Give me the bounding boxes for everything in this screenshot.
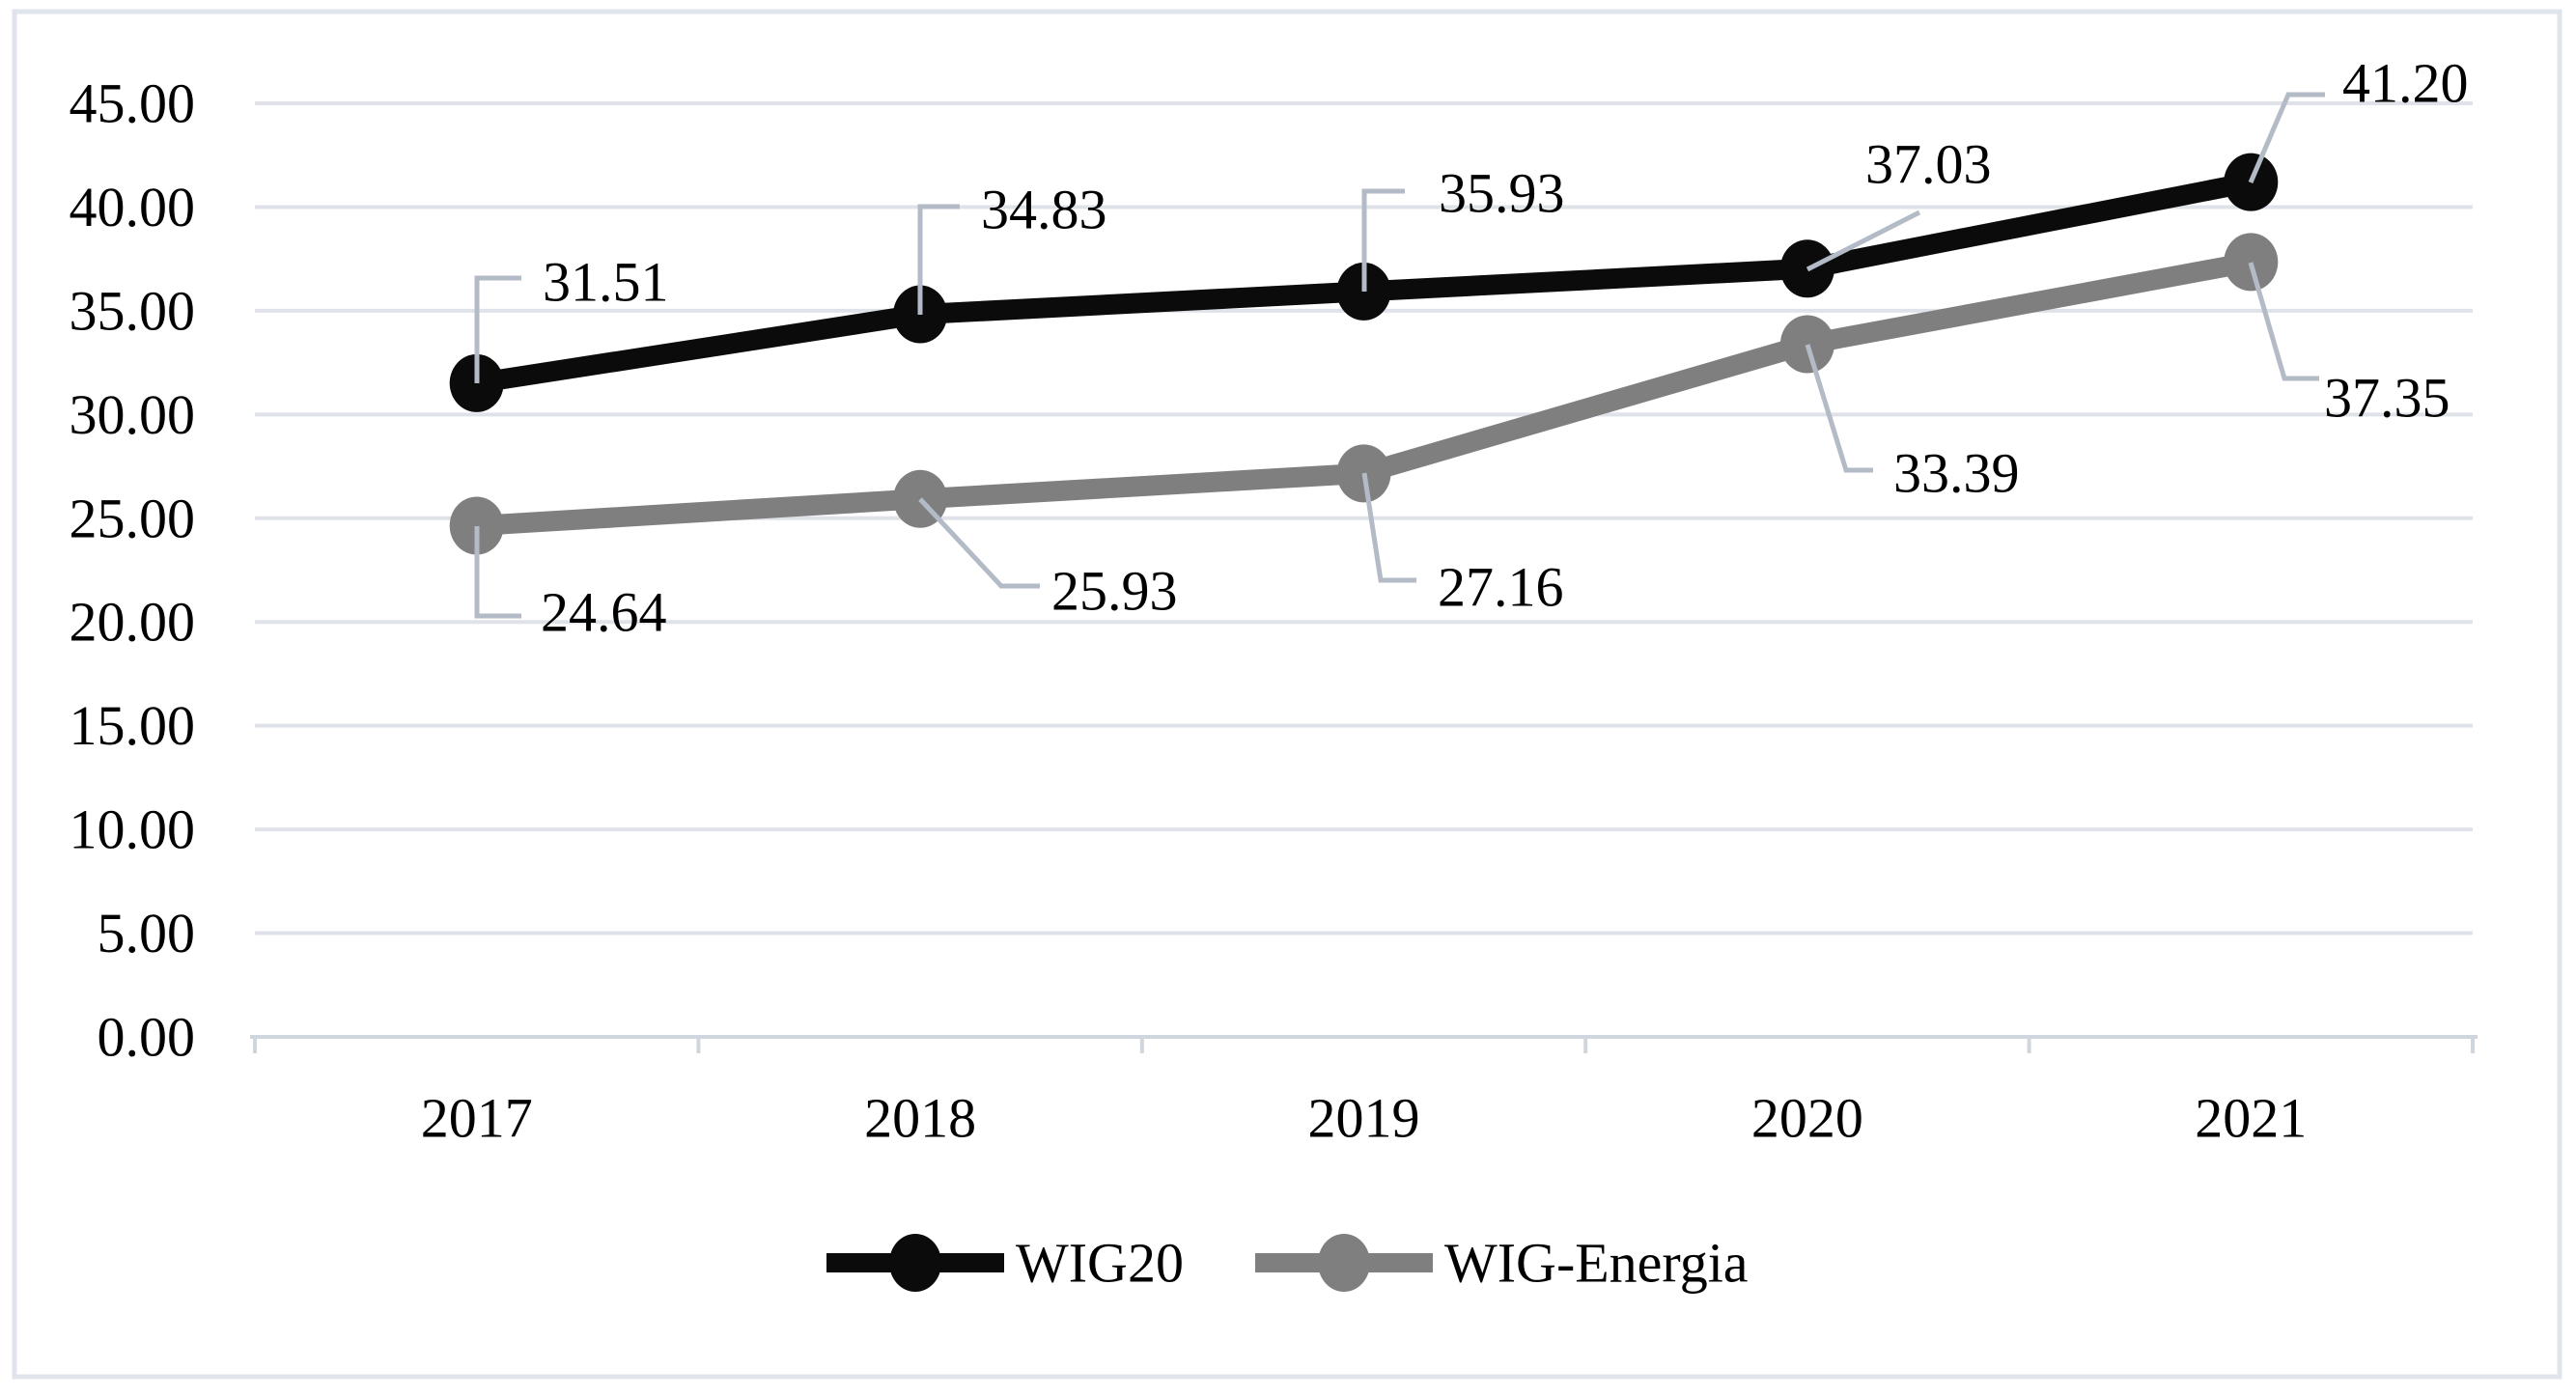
data-label-leader-wig-energia-2017 [474,526,521,619]
y-axis-tick-label-25-00: 25.00 [70,487,196,549]
x-axis-category-label-2017: 2017 [421,1087,533,1150]
y-axis-tick-label-45-00: 45.00 [70,72,196,135]
legend-item-wig-energia: WIG-Energia [1255,1232,1749,1295]
legend: WIG20 WIG-Energia [826,1232,1749,1295]
data-label-leader-wig20-2020 [1806,210,1921,272]
y-axis-tick-label-0-00: 0.00 [98,1006,196,1069]
x-axis-category-label-2019: 2019 [1308,1087,1420,1150]
data-label-wig20-2020: 37.03 [1865,133,1992,196]
x-axis-category-label-2020: 2020 [1751,1087,1863,1150]
data-label-wig-energia-2017: 24.64 [541,581,667,644]
data-label-wig-energia-2019: 27.16 [1438,556,1564,619]
y-axis-tick-label-20-00: 20.00 [70,591,196,654]
data-label-wig20-2018: 34.83 [981,179,1107,241]
y-axis-tick-label-10-00: 10.00 [70,798,196,861]
data-label-leader-wig-energia-2019 [1361,472,1416,583]
data-point-wig-energia-2017 [449,496,504,555]
data-point-wig-energia-2020 [1779,315,1834,374]
data-label-leader-wig-energia-2021 [2248,262,2319,381]
legend-marker-wig-energia [1318,1234,1370,1292]
legend-label-wig-energia: WIG-Energia [1444,1232,1749,1295]
y-axis-tick-label-30-00: 30.00 [70,383,196,446]
y-axis-tick-label-5-00: 5.00 [98,902,196,964]
data-point-wig-energia-2021 [2224,233,2279,292]
data-label-wig-energia-2021: 37.35 [2324,367,2450,430]
data-label-leader-wig20-2018 [917,204,960,315]
data-label-leader-wig20-2019 [1361,188,1405,292]
x-axis-category-label-2018: 2018 [864,1087,976,1150]
data-label-leader-wig-energia-2018 [918,497,1040,589]
chart-frame-border [12,9,2562,1380]
data-label-wig20-2019: 35.93 [1439,162,1565,225]
legend-marker-wig20 [889,1234,941,1292]
y-axis-tick-label-35-00: 35.00 [70,279,196,342]
legend-label-wig20: WIG20 [1016,1232,1184,1295]
data-label-wig-energia-2020: 33.39 [1893,442,2020,505]
data-label-wig20-2021: 41.20 [2342,52,2469,115]
data-label-wig-energia-2018: 25.93 [1051,560,1178,623]
y-axis-tick-label-40-00: 40.00 [70,176,196,238]
data-label-wig20-2017: 31.51 [543,251,669,314]
data-label-leader-wig-energia-2020 [1805,344,1873,473]
y-axis-tick-label-15-00: 15.00 [70,694,196,757]
legend-item-wig20: WIG20 [826,1232,1184,1295]
data-label-leader-wig20-2017 [474,275,521,383]
data-label-leader-wig20-2021 [2248,92,2325,183]
x-axis-category-label-2021: 2021 [2195,1087,2307,1150]
